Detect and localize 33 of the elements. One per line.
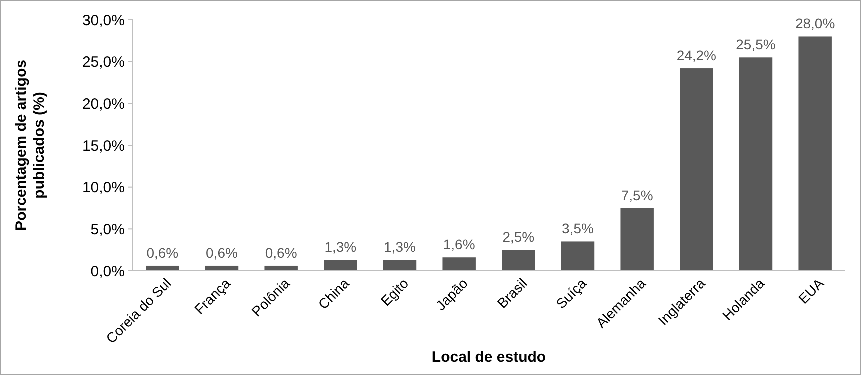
bar xyxy=(442,258,476,271)
bar xyxy=(146,266,180,271)
data-label: 3,5% xyxy=(562,220,594,237)
data-label: 25,5% xyxy=(736,36,776,53)
y-tick-label: 20,0% xyxy=(82,96,125,113)
y-tick-label: 15,0% xyxy=(82,138,125,155)
bar xyxy=(798,36,832,271)
data-label: 1,3% xyxy=(324,239,357,256)
bar xyxy=(561,242,595,271)
data-label: 0,6% xyxy=(146,244,179,261)
y-tick-label: 5,0% xyxy=(90,221,125,238)
bar xyxy=(739,58,773,271)
x-tick-label: EUA xyxy=(795,274,828,307)
data-label: 0,6% xyxy=(206,244,238,261)
data-label: 1,3% xyxy=(384,239,416,256)
bar xyxy=(680,68,714,271)
y-tick-label: 0,0% xyxy=(90,263,125,280)
data-label: 28,0% xyxy=(795,16,836,32)
data-label: 1,6% xyxy=(443,236,476,253)
data-label: 7,5% xyxy=(621,187,654,204)
bar xyxy=(383,260,417,271)
bar xyxy=(324,260,358,271)
bar xyxy=(620,208,654,271)
bar xyxy=(502,250,536,271)
y-tick-label: 10,0% xyxy=(82,180,125,197)
x-axis-title: Local de estudo xyxy=(432,349,546,366)
data-label: 0,6% xyxy=(265,244,298,261)
y-tick-label: 30,0% xyxy=(82,12,125,30)
data-label: 24,2% xyxy=(676,48,717,64)
y-axis-title: Porcentagem de artigos publicados (%) xyxy=(13,60,48,231)
bar xyxy=(264,266,298,271)
data-label: 2,5% xyxy=(502,229,535,246)
y-tick-label: 25,0% xyxy=(82,54,125,72)
